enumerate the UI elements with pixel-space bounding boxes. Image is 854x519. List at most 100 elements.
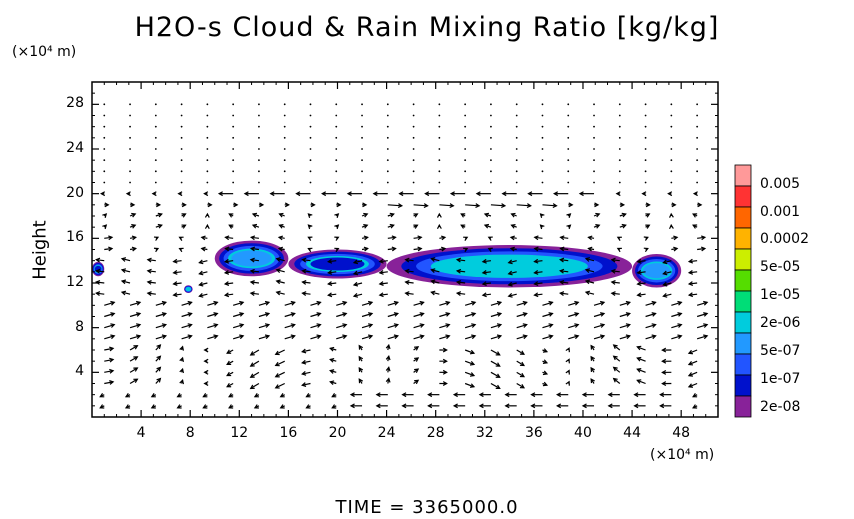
wind-arrowhead-311 (687, 269, 694, 275)
wind-arrow-247 (276, 291, 285, 295)
wind-dot-665 (541, 103, 544, 106)
wind-arrowhead-9 (331, 404, 337, 409)
wind-dot-661 (438, 103, 441, 106)
wind-arrowhead-323 (378, 258, 384, 264)
time-footer: TIME = 3365000.0 (335, 497, 519, 518)
wind-arrowhead-450 (568, 202, 574, 208)
wind-arrowhead-107 (385, 355, 391, 361)
wind-arrowhead-469 (424, 191, 430, 197)
wind-arrowhead-439 (284, 202, 290, 208)
wind-arrowhead-224 (316, 300, 322, 306)
wind-arrow-371 (387, 236, 396, 239)
wind-arrowhead-4 (202, 404, 208, 409)
wind-arrowhead-359 (700, 246, 707, 252)
wind-arrow-199 (284, 312, 295, 318)
wind-arrowhead-200 (316, 312, 322, 317)
wind-arrowhead-67 (590, 378, 595, 384)
wind-arrowhead-235 (599, 300, 606, 306)
colorbar-swatch-4 (734, 248, 752, 271)
wind-arrow-104 (302, 360, 311, 364)
wind-dot-644 (618, 114, 621, 117)
wind-arrowhead-296 (301, 268, 307, 274)
wind-arrowhead-129 (329, 346, 335, 352)
wind-dot-531 (180, 159, 183, 162)
wind-arrowhead-6 (253, 404, 259, 409)
wind-dot-647 (696, 114, 699, 117)
wind-arrowhead-459 (177, 191, 183, 197)
wind-arrowhead-302 (455, 268, 462, 274)
wind-dot-502 (670, 181, 673, 184)
wind-arrowhead-366 (249, 235, 256, 241)
wind-arrowhead-116 (612, 355, 618, 361)
wind-dot-574 (670, 148, 673, 150)
wind-arrow-251 (379, 293, 388, 296)
wind-dot-572 (618, 148, 621, 150)
wind-dot-559 (283, 148, 286, 150)
wind-dot-643 (593, 114, 595, 117)
wind-arrow-315 (173, 260, 182, 263)
wind-arrowhead-358 (673, 246, 679, 252)
x-tick-label-4: 20 (328, 425, 347, 441)
wind-arrow-120 (104, 347, 114, 351)
wind-arrow-73 (129, 367, 138, 373)
wind-arrowhead-178 (368, 323, 374, 328)
wind-arrowhead-220 (213, 300, 219, 306)
plot-frame (91, 81, 719, 418)
wind-dot-516 (412, 170, 415, 173)
wind-arrow-329 (534, 260, 543, 263)
wind-arrow-95 (688, 371, 698, 377)
wind-arrowhead-207 (496, 312, 503, 317)
wind-arrow-63 (490, 382, 501, 389)
wind-dot-633 (335, 114, 338, 117)
wind-arrow-168 (104, 324, 115, 329)
wind-arrow-328 (508, 260, 517, 264)
x-tick-label-0: 4 (136, 425, 146, 441)
wind-dot-621 (644, 125, 647, 128)
wind-arrow-253 (431, 291, 440, 295)
wind-arrowhead-244 (198, 293, 204, 298)
wind-arrow-71 (688, 382, 698, 388)
wind-arrowhead-295 (275, 268, 281, 273)
cloud-region-3-core (441, 256, 577, 276)
wind-arrowhead-173 (239, 323, 245, 328)
wind-arrowhead-172 (213, 323, 219, 328)
y-tick-label-3: 16 (66, 229, 84, 246)
wind-arrowhead-410 (157, 212, 163, 218)
wind-arrowhead-164 (625, 334, 632, 340)
wind-arrowhead-313 (120, 257, 127, 262)
wind-arrowhead-165 (651, 334, 657, 340)
wind-arrow-160 (516, 335, 527, 340)
wind-arrowhead-388 (204, 223, 210, 229)
wind-arrowhead-341 (224, 246, 230, 252)
wind-arrowhead-144 (110, 334, 116, 340)
wind-dot-557 (232, 148, 235, 150)
wind-arrowhead-294 (249, 268, 255, 274)
wind-arrowhead-90 (565, 369, 570, 375)
wind-arrow-277 (431, 280, 440, 284)
wind-arrowhead-446 (475, 203, 481, 209)
wind-arrow-48 (104, 381, 114, 385)
wind-arrowhead-211 (599, 312, 606, 317)
wind-arrowhead-155 (393, 334, 400, 340)
wind-arrow-321 (328, 260, 337, 263)
wind-dot-606 (258, 125, 260, 128)
wind-arrowhead-430 (669, 212, 674, 218)
wind-dot-618 (567, 125, 570, 128)
wind-arrowhead-75 (179, 367, 184, 374)
wind-dot-550 (670, 159, 673, 162)
wind-arrow-271 (276, 280, 285, 284)
wind-arrowhead-212 (625, 312, 632, 317)
wind-arrowhead-14 (452, 403, 458, 409)
wind-dot-594 (567, 136, 570, 139)
wind-arrowhead-400 (510, 224, 516, 229)
wind-arrowhead-254 (455, 291, 462, 297)
wind-arrow-93 (637, 368, 646, 373)
wind-arrowhead-309 (636, 270, 642, 275)
wind-arrowhead-256 (507, 293, 513, 298)
wind-arrowhead-414 (251, 212, 258, 218)
wind-arrowhead-368 (307, 236, 313, 241)
wind-dot-595 (593, 136, 595, 139)
wind-arrowhead-52 (203, 381, 209, 386)
wind-arrow-244 (199, 293, 208, 297)
wind-arrow-88 (516, 371, 525, 378)
